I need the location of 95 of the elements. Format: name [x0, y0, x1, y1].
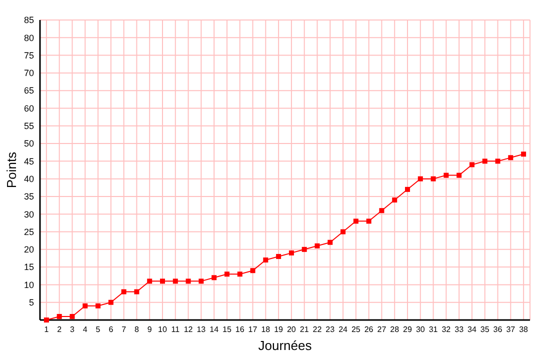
y-tick-label: 10	[24, 280, 34, 290]
point	[134, 289, 140, 294]
y-tick-label: 65	[24, 86, 34, 96]
x-tick-label: 5	[96, 325, 101, 334]
x-tick-label: 33	[454, 325, 464, 334]
y-tick-label: 20	[24, 244, 34, 255]
x-tick-label: 17	[248, 325, 258, 334]
y-tick-label: 60	[24, 103, 34, 114]
x-tick-label: 30	[416, 325, 426, 334]
point	[444, 172, 449, 178]
y-tick-label: 75	[24, 50, 34, 60]
point	[508, 155, 514, 160]
x-tick-label: 18	[261, 325, 271, 334]
x-tick-label: 4	[82, 325, 88, 334]
x-tick-label: 35	[480, 325, 490, 334]
point	[456, 172, 462, 178]
x-tick-label: 3	[70, 325, 76, 334]
point	[405, 186, 410, 192]
y-tick-label: 45	[24, 156, 34, 166]
point	[430, 176, 436, 182]
point	[328, 240, 333, 245]
x-tick-label: 32	[442, 325, 452, 334]
point	[353, 218, 358, 224]
point	[366, 218, 372, 224]
x-tick-label: 34	[468, 325, 477, 334]
point	[288, 250, 294, 256]
y-tick-label: 50	[24, 138, 34, 149]
x-tick-label: 10	[158, 325, 168, 334]
point	[147, 278, 152, 284]
point	[108, 300, 114, 305]
x-tick-label: 36	[493, 325, 503, 334]
point	[314, 243, 320, 248]
x-tick-label: 23	[326, 325, 336, 334]
x-axis-title: Journées	[258, 338, 312, 353]
point	[392, 198, 398, 202]
y-tick-label: 40	[24, 174, 34, 184]
x-tick-label: 21	[300, 325, 310, 334]
point	[82, 303, 88, 308]
point	[44, 318, 49, 322]
point	[212, 275, 217, 280]
point	[302, 246, 307, 252]
point	[418, 176, 423, 182]
y-tick-label: 35	[24, 192, 34, 202]
point	[172, 278, 178, 284]
point	[263, 258, 268, 262]
x-tick-label: 1	[44, 325, 50, 334]
point	[379, 208, 384, 214]
x-tick-label: 13	[196, 325, 206, 334]
y-tick-label: 80	[24, 32, 34, 43]
x-tick-label: 8	[134, 325, 140, 334]
x-tick-label: 14	[210, 325, 220, 334]
x-tick-label: 38	[519, 325, 529, 334]
point	[469, 162, 474, 168]
x-tick-label: 37	[506, 325, 516, 334]
y-axis-title: Points	[4, 151, 19, 188]
point	[482, 158, 488, 164]
x-tick-label: 28	[390, 325, 400, 334]
y-tick-label: 55	[24, 121, 34, 132]
x-tick-label: 20	[286, 325, 296, 334]
x-tick-label: 27	[377, 325, 387, 334]
point	[224, 272, 230, 277]
y-tick-label: 85	[24, 15, 34, 26]
point	[237, 272, 242, 277]
x-tick-label: 29	[403, 325, 412, 334]
x-tick-label: 26	[364, 325, 374, 334]
point	[121, 289, 126, 294]
y-tick-label: 70	[24, 68, 34, 78]
x-tick-label: 19	[274, 325, 284, 334]
x-tick-label: 12	[184, 325, 194, 334]
point	[250, 268, 256, 274]
y-tick-label: 5	[28, 298, 34, 308]
point	[495, 158, 500, 164]
point	[56, 314, 62, 319]
x-tick-label: 24	[338, 325, 348, 334]
y-tick-label: 15	[24, 262, 34, 272]
y-tick-label: 30	[24, 209, 34, 220]
x-tick-label: 16	[235, 325, 245, 334]
x-tick-label: 11	[171, 325, 180, 334]
point	[70, 314, 75, 319]
point	[521, 152, 526, 157]
x-tick-label: 22	[312, 325, 322, 334]
point	[186, 278, 191, 284]
point	[340, 229, 346, 234]
x-tick-label: 7	[122, 325, 127, 334]
x-tick-label: 25	[351, 325, 361, 334]
point	[276, 254, 282, 259]
x-tick-label: 6	[108, 325, 114, 334]
point	[96, 303, 101, 308]
x-tick-label: 31	[428, 325, 438, 334]
point	[198, 278, 204, 284]
y-tick-label: 25	[24, 226, 34, 237]
x-tick-label: 9	[147, 325, 152, 334]
x-tick-label: 2	[57, 325, 62, 334]
x-tick-label: 15	[222, 325, 232, 334]
point	[160, 278, 165, 284]
